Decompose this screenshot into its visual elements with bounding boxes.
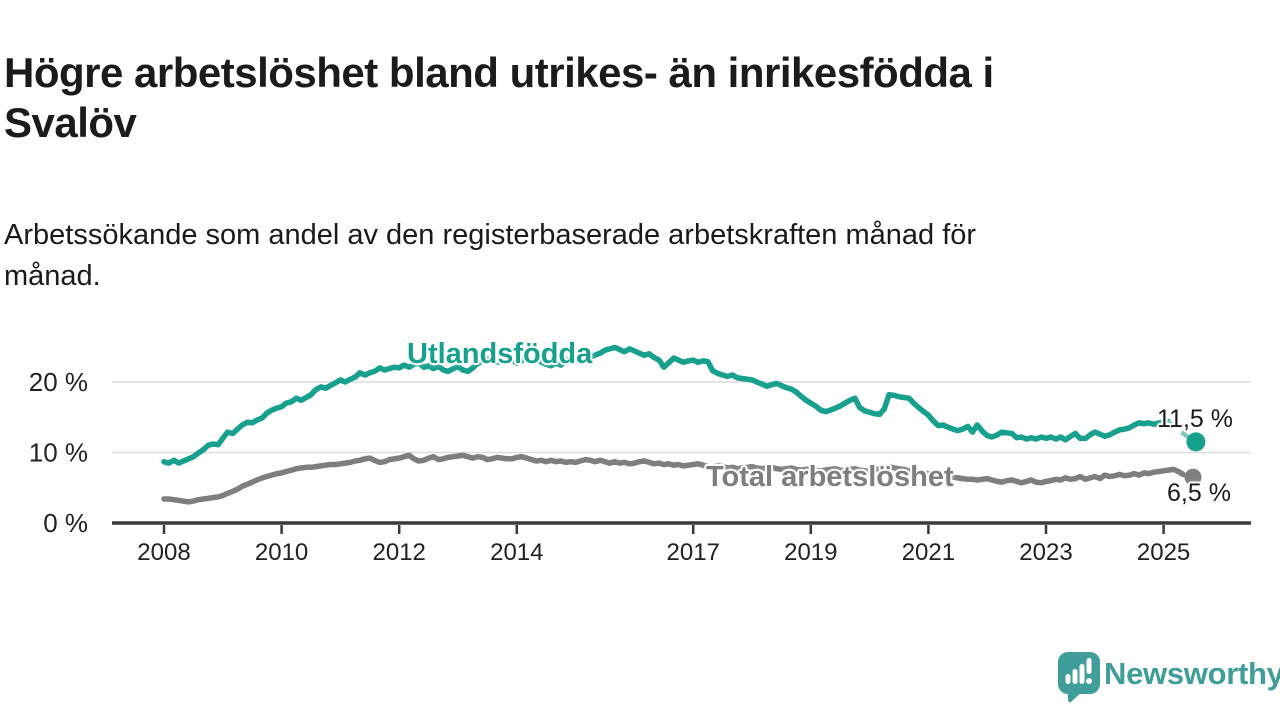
x-tick-label: 2021	[902, 539, 955, 566]
x-tick-label: 2025	[1137, 539, 1190, 566]
series-end-dot-total-arbetsloshet	[1184, 468, 1202, 486]
page-subtitle: Arbetssökande som andel av den registerb…	[4, 219, 977, 292]
x-tick-label: 2019	[784, 539, 837, 566]
x-tick-label: 2017	[667, 539, 720, 566]
end-value-label-total-arbetsloshet: 6,5 %	[1167, 479, 1231, 507]
logo-exclamation-dot	[1086, 678, 1092, 684]
newsworthy-logo-icon[interactable]	[1056, 650, 1102, 704]
logo-bar-1	[1065, 674, 1071, 684]
x-tick-label: 2023	[1019, 539, 1072, 566]
series-label-utlandsfodda: Utlandsfödda	[407, 338, 593, 370]
x-tick-label: 2010	[255, 539, 308, 566]
y-tick-label: 10 %	[29, 438, 88, 468]
logo-bar-3	[1079, 664, 1085, 684]
y-tick-label: 0 %	[43, 508, 88, 538]
series-line-total-arbetsloshet	[161, 452, 1186, 505]
x-tick-label: 2008	[137, 539, 190, 566]
logo-bar-2	[1072, 669, 1078, 684]
page-title: Högre arbetslöshet bland utrikes- än inr…	[4, 49, 994, 147]
end-value-label-utlandsfodda: 11,5 %	[1157, 405, 1233, 433]
series-line-utlandsfodda	[161, 344, 1172, 466]
logo-bubble	[1058, 652, 1100, 694]
x-tick-label: 2012	[373, 539, 426, 566]
logo-bubble-tail	[1068, 690, 1084, 703]
x-tick-label: 2014	[490, 539, 543, 566]
series-end-dot-utlandsfodda	[1186, 432, 1206, 452]
brand-wordmark[interactable]: Newsworthy	[1104, 656, 1280, 691]
series-projection-dashed-utlandsfodda	[1166, 419, 1198, 444]
series-label-total-arbetsloshet: Total arbetslöshet	[706, 461, 954, 493]
y-tick-label: 20 %	[29, 367, 88, 397]
logo-exclamation-bar	[1086, 658, 1092, 674]
